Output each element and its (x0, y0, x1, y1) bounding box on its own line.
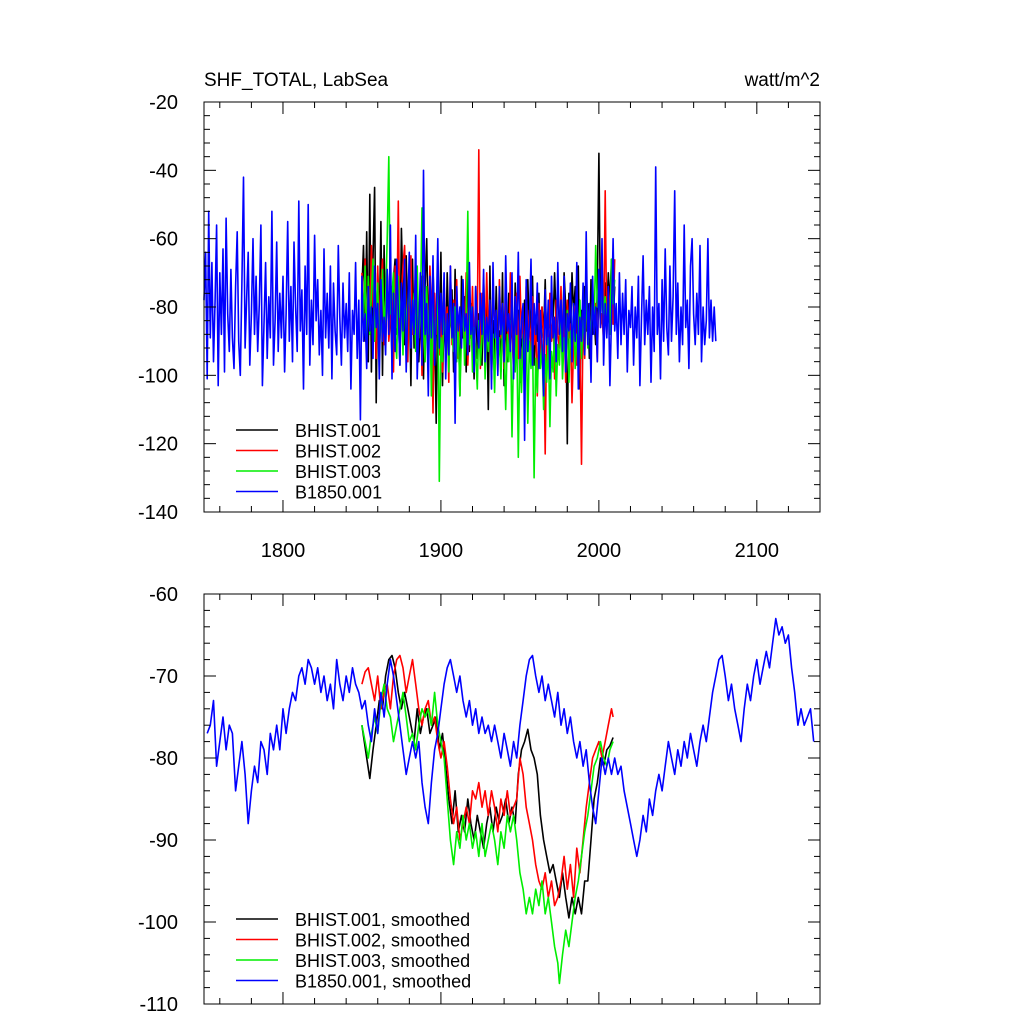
panel-smoothed: -110 -100 -90 -80 -70 -60 BHIST.001, smoothed… (138, 584, 821, 1016)
x-tick-label: 2100 (735, 540, 780, 562)
legend-label: B1850.001 (295, 483, 382, 503)
y-tick-label: -80 (149, 297, 178, 319)
axes-group: 1800 1900 2000 2100 -140 -120 -100 -80 -60 -40 -20 (138, 92, 821, 562)
units-label: watt/m^2 (744, 70, 820, 91)
x-tick-label: 1800 (261, 540, 306, 562)
legend-label: BHIST.003 (295, 462, 381, 482)
series-line (206, 617, 815, 858)
legend-label: BHIST.003, smoothed (295, 951, 470, 971)
y-tick-label: -60 (149, 229, 178, 251)
x-tick-label: 1900 (419, 540, 464, 562)
chart-title: SHF_TOTAL, LabSea (204, 70, 389, 91)
series-line (361, 683, 614, 985)
series-line (361, 654, 614, 907)
y-tick-label: -140 (138, 502, 178, 524)
y-tick-label: -110 (139, 994, 178, 1016)
axes-group: -110 -100 -90 -80 -70 -60 (138, 584, 821, 1016)
y-tick-label: -120 (138, 434, 178, 456)
y-tick-label: -20 (149, 92, 178, 114)
y-tick-label: -100 (138, 365, 178, 387)
y-tick-label: -60 (149, 584, 178, 606)
series-group (203, 149, 717, 483)
series-group (206, 617, 815, 985)
legend-label: BHIST.001 (295, 421, 381, 441)
legend-label: BHIST.002, smoothed (295, 931, 470, 951)
legend-label: BHIST.002 (295, 442, 381, 462)
y-tick-label: -100 (138, 912, 178, 934)
panel-raw: SHF_TOTAL, LabSea watt/m^2 1800 1900 2000 2… (138, 70, 821, 562)
legend-label: BHIST.001, smoothed (295, 910, 470, 930)
y-tick-label: -70 (149, 666, 178, 688)
plot-frame (203, 593, 821, 1005)
y-tick-label: -40 (149, 160, 178, 182)
series-line (203, 166, 717, 442)
x-tick-label: 2000 (577, 540, 622, 562)
legend-label: B1850.001, smoothed (295, 972, 471, 992)
y-tick-label: -80 (149, 748, 178, 770)
y-tick-label: -90 (149, 830, 178, 852)
